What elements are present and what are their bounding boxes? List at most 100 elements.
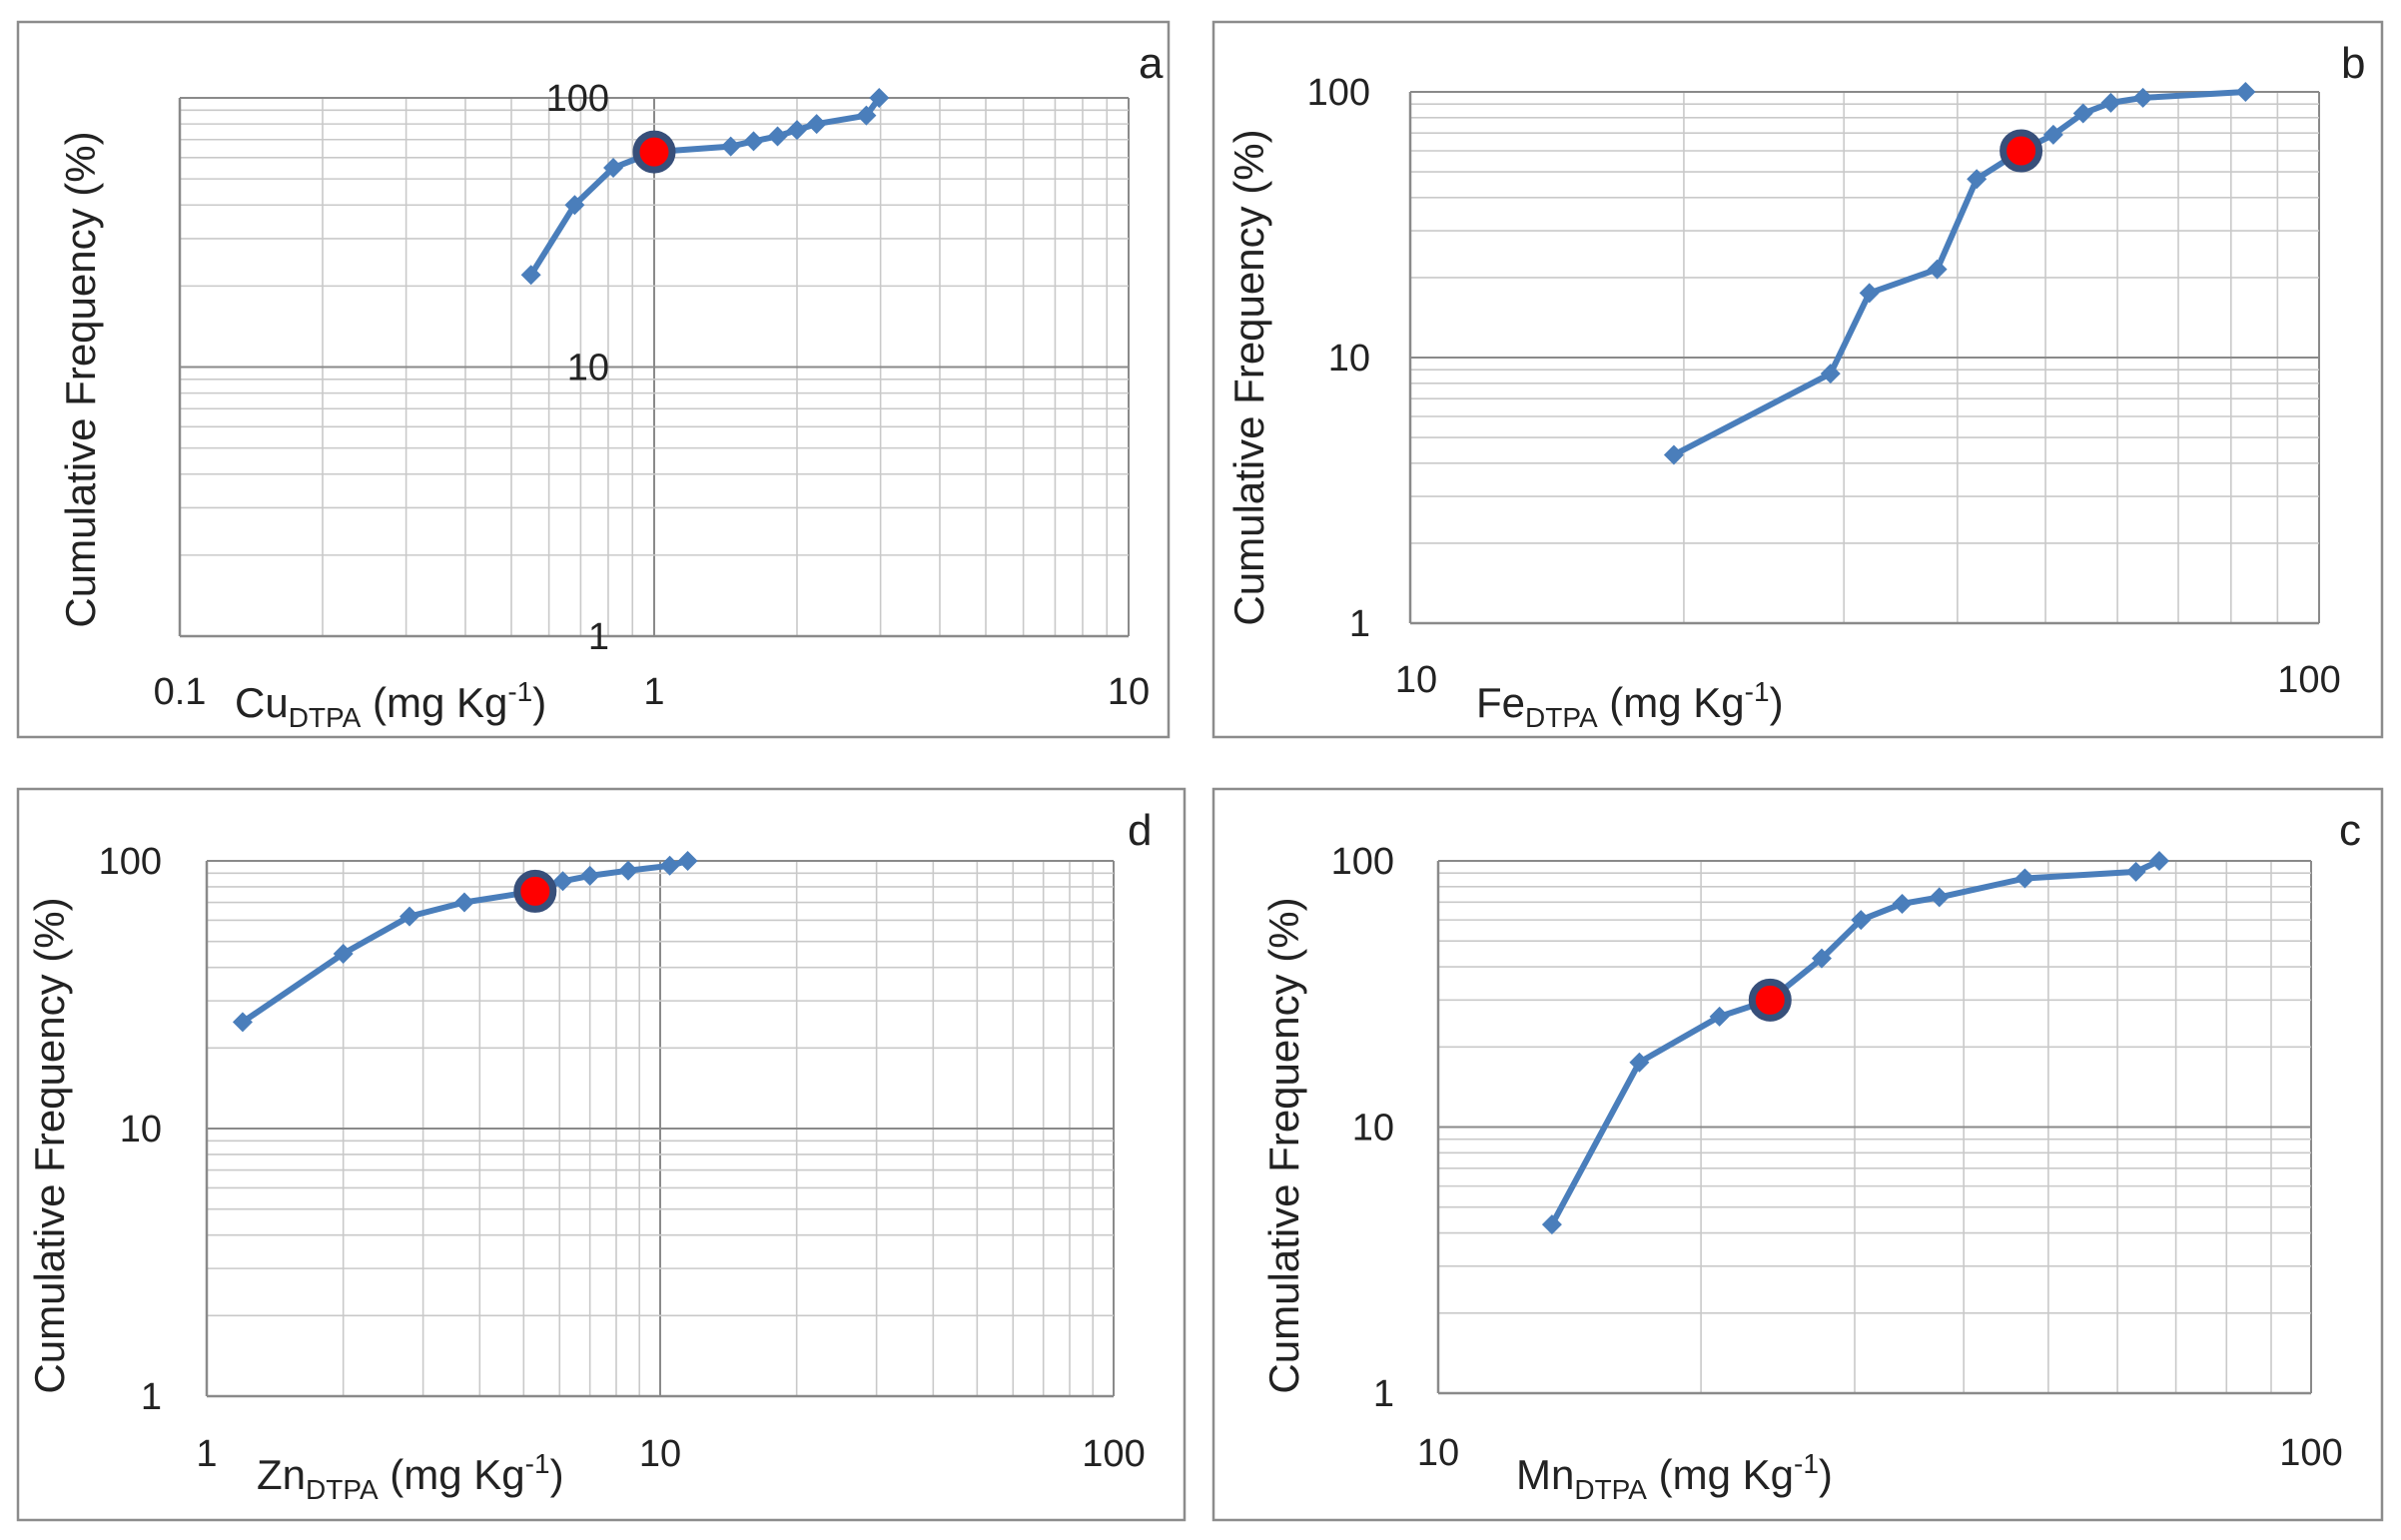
x-axis-title-subscript: DTPA [306, 1474, 379, 1505]
data-point [806, 114, 827, 135]
x-axis-title-close: ) [1819, 1451, 1833, 1498]
y-tick-label: 100 [1331, 841, 1394, 883]
y-tick-label: 1 [588, 616, 609, 658]
x-axis-title-superscript: -1 [1794, 1448, 1819, 1479]
x-tick-label: 10 [1108, 671, 1150, 713]
chart-panel-c: 1 10 100 10 100 Cumulative Frequency (%) MnDTP… [1211, 787, 2384, 1522]
data-point [659, 855, 680, 876]
data-point [1629, 1052, 1650, 1073]
panel-frame [1211, 787, 2384, 1522]
data-point [1927, 259, 1948, 280]
y-axis-title: Cumulative Frequency (%) [1225, 129, 1272, 625]
data-point [617, 860, 638, 881]
x-tick-label: 10 [1417, 1432, 1459, 1474]
x-axis-title-subscript: DTPA [1525, 702, 1598, 733]
x-axis-title-unit: (mg Kg [1647, 1451, 1794, 1498]
x-tick-label: 100 [2277, 659, 2340, 701]
gridlines [1437, 860, 2312, 1394]
data-point [603, 157, 624, 178]
x-axis-title-unit: (mg Kg [1598, 679, 1745, 726]
gridlines [206, 860, 1115, 1397]
data-point [232, 1012, 253, 1033]
data-point [1709, 1006, 1730, 1027]
y-tick-label: 10 [1352, 1108, 1394, 1150]
y-tick-label: 100 [99, 841, 162, 883]
data-point [2125, 861, 2146, 882]
x-tick-label: 100 [1082, 1433, 1145, 1475]
x-tick-label: 10 [639, 1433, 681, 1475]
data-point [1541, 1214, 1562, 1235]
data-point [1859, 283, 1880, 304]
panel-letter: c [2339, 806, 2361, 855]
x-axis-title-subscript: DTPA [1574, 1474, 1647, 1505]
x-axis-title-element: Mn [1516, 1451, 1574, 1498]
x-tick-label: 10 [1395, 659, 1437, 701]
y-tick-label: 100 [546, 78, 609, 120]
data-point [2148, 851, 2169, 871]
x-axis-title-superscript: -1 [525, 1448, 550, 1479]
y-tick-label: 1 [141, 1376, 162, 1418]
data-point [400, 906, 420, 927]
highlight-point [513, 869, 557, 913]
data-point [1967, 169, 1988, 190]
x-axis-title: ZnDTPA (mg Kg-1) [257, 1448, 564, 1505]
x-axis-title-close: ) [532, 679, 546, 726]
highlight-point [1748, 978, 1792, 1022]
data-point [2042, 124, 2063, 145]
y-tick-label: 100 [1307, 72, 1370, 114]
x-axis-title: FeDTPA (mg Kg-1) [1476, 676, 1784, 733]
gridlines [179, 97, 1130, 637]
x-axis-title-close: ) [1770, 679, 1784, 726]
data-point [786, 120, 807, 141]
data-point [2235, 82, 2256, 102]
panel-letter: a [1139, 39, 1164, 88]
gridlines [1409, 91, 2320, 624]
panel-frame [1211, 20, 2384, 739]
x-axis-title-element: Cu [235, 679, 289, 726]
data-point [2132, 87, 2153, 108]
data-point [1820, 364, 1841, 385]
x-axis-title: CuDTPA (mg Kg-1) [235, 676, 546, 733]
chart-panel-a: 1 10 100 0.1 1 10 Cumulative Frequency (%) CuDT… [16, 20, 1171, 739]
data-point [1811, 948, 1832, 969]
panel-letter: d [1128, 806, 1152, 855]
data-point [564, 195, 585, 216]
highlight-point [632, 130, 676, 174]
x-axis-title-unit: (mg Kg [361, 679, 507, 726]
data-point [579, 865, 600, 886]
data-point [1851, 910, 1872, 931]
data-point [2100, 92, 2121, 113]
data-point [333, 943, 354, 964]
x-axis-title-subscript: DTPA [289, 702, 362, 733]
x-tick-label: 0.1 [154, 671, 207, 713]
x-axis-title-element: Zn [257, 1451, 306, 1498]
x-tick-label: 1 [643, 671, 664, 713]
y-tick-label: 1 [1349, 603, 1370, 645]
data-point [856, 105, 877, 126]
data-point [767, 126, 788, 147]
x-axis-title: MnDTPA (mg Kg-1) [1516, 1448, 1833, 1505]
data-point [720, 136, 741, 157]
data-point [677, 851, 698, 871]
highlight-point [2000, 129, 2043, 173]
chart-panel-b: 1 10 100 10 100 Cumulative Frequency (%) FeDTP… [1211, 20, 2384, 739]
x-tick-label: 1 [196, 1433, 217, 1475]
y-tick-label: 1 [1373, 1373, 1394, 1415]
x-axis-title-element: Fe [1476, 679, 1525, 726]
x-axis-title-superscript: -1 [1745, 676, 1770, 707]
y-tick-label: 10 [120, 1109, 162, 1151]
data-point [869, 88, 890, 108]
y-axis-title: Cumulative Frequency (%) [1260, 897, 1307, 1393]
x-axis-title-unit: (mg Kg [379, 1451, 525, 1498]
data-point [552, 871, 573, 892]
x-axis-title-superscript: -1 [507, 676, 532, 707]
panel-letter: b [2341, 39, 2365, 88]
y-tick-label: 10 [1328, 338, 1370, 380]
data-point [1892, 893, 1913, 914]
data-point [743, 131, 764, 152]
y-axis-title: Cumulative Frequency (%) [26, 897, 73, 1393]
chart-panel-d: 1 10 100 1 10 100 Cumulative Frequency (%) ZnDT… [16, 787, 1187, 1522]
data-point [453, 892, 474, 913]
x-tick-label: 100 [2279, 1432, 2342, 1474]
